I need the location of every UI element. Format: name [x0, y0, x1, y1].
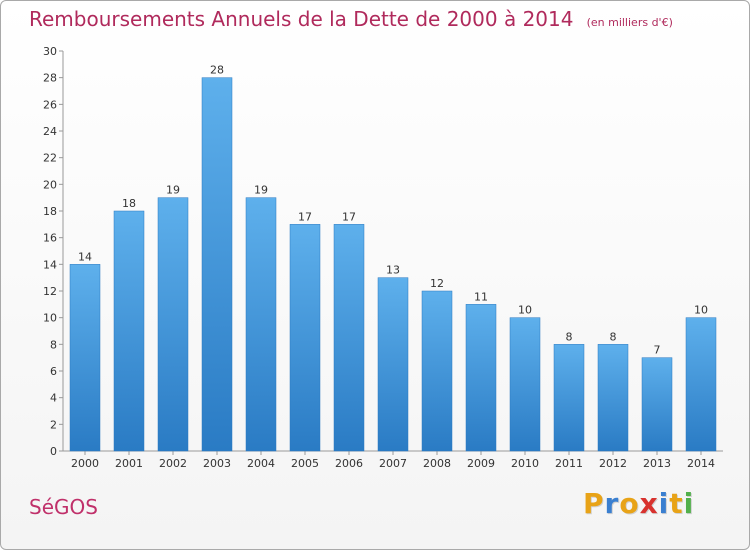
y-tick-label: 30 — [43, 45, 57, 58]
x-tick-label-2013: 2013 — [643, 457, 671, 470]
y-tick-label: 24 — [43, 125, 57, 138]
data-label-2014: 10 — [694, 304, 708, 317]
x-tick-label-2011: 2011 — [555, 457, 583, 470]
x-tick-label-2010: 2010 — [511, 457, 539, 470]
bar-2012 — [597, 344, 629, 452]
chart-subtitle: (en milliers d'€) — [586, 16, 673, 29]
data-label-2011: 8 — [566, 330, 573, 343]
x-tick-label-2008: 2008 — [423, 457, 451, 470]
y-tick-label: 20 — [43, 178, 57, 191]
bar-2008 — [421, 290, 453, 452]
chart-bars: 14 18 19 28 19 17 17 13 12 11 10 8 8 7 10 — [69, 64, 717, 452]
y-tick-label: 6 — [50, 365, 57, 378]
y-tick-label: 14 — [43, 258, 57, 271]
data-label-2003: 28 — [210, 64, 224, 77]
brand-logo: Proxiti — [583, 487, 694, 520]
x-tick-label-2000: 2000 — [71, 457, 99, 470]
bar-2000 — [69, 264, 101, 452]
brand-letter: r — [604, 487, 620, 520]
brand-letter: i — [683, 487, 695, 520]
bar-2014 — [685, 317, 717, 452]
y-tick-label: 18 — [43, 205, 57, 218]
x-tick-label-2014: 2014 — [687, 457, 715, 470]
brand-letter: P — [583, 487, 605, 520]
x-tick-label-2007: 2007 — [379, 457, 407, 470]
x-tick-label-2005: 2005 — [291, 457, 319, 470]
x-tick-label-2004: 2004 — [247, 457, 275, 470]
chart-title: Remboursements Annuels de la Dette de 20… — [29, 7, 574, 31]
brand-letter: i — [658, 487, 670, 520]
x-tick-label-2009: 2009 — [467, 457, 495, 470]
y-tick-label: 8 — [50, 338, 57, 351]
commune-name: SéGOS — [29, 495, 98, 519]
x-tick-label-2006: 2006 — [335, 457, 363, 470]
x-tick-label-2003: 2003 — [203, 457, 231, 470]
data-label-2013: 7 — [654, 344, 661, 357]
data-label-2002: 19 — [166, 184, 180, 197]
data-label-2005: 17 — [298, 210, 312, 223]
data-label-2008: 12 — [430, 277, 444, 290]
bar-2007 — [377, 277, 409, 452]
brand-letter: t — [669, 487, 684, 520]
y-tick-label: 16 — [43, 232, 57, 245]
x-tick-label-2012: 2012 — [599, 457, 627, 470]
bar-2009 — [465, 304, 497, 452]
data-label-2006: 17 — [342, 210, 356, 223]
bar-2004 — [245, 197, 277, 452]
data-label-2012: 8 — [610, 330, 617, 343]
bar-2005 — [289, 224, 321, 452]
y-tick-label: 12 — [43, 285, 57, 298]
data-label-2001: 18 — [122, 197, 136, 210]
y-tick-label: 2 — [50, 418, 57, 431]
y-tick-label: 4 — [50, 392, 57, 405]
data-label-2007: 13 — [386, 264, 400, 277]
data-label-2009: 11 — [474, 290, 488, 303]
data-label-2010: 10 — [518, 304, 532, 317]
x-tick-label-2002: 2002 — [159, 457, 187, 470]
y-tick-label: 0 — [50, 445, 57, 458]
x-tick-label-2001: 2001 — [115, 457, 143, 470]
y-tick-label: 28 — [43, 72, 57, 85]
bar-2006 — [333, 224, 365, 452]
data-label-2000: 14 — [78, 250, 92, 263]
data-label-2004: 19 — [254, 184, 268, 197]
chart-title-row: Remboursements Annuels de la Dette de 20… — [29, 7, 673, 31]
bar-2013 — [641, 357, 673, 452]
y-tick-label: 26 — [43, 98, 57, 111]
bar-2003 — [201, 77, 233, 452]
bar-2011 — [553, 344, 585, 452]
bar-2002 — [157, 197, 189, 452]
brand-letter: o — [619, 487, 640, 520]
brand-letter: x — [639, 487, 659, 520]
y-tick-label: 10 — [43, 312, 57, 325]
bar-2010 — [509, 317, 541, 452]
bar-2001 — [113, 210, 145, 452]
y-tick-label: 22 — [43, 152, 57, 165]
